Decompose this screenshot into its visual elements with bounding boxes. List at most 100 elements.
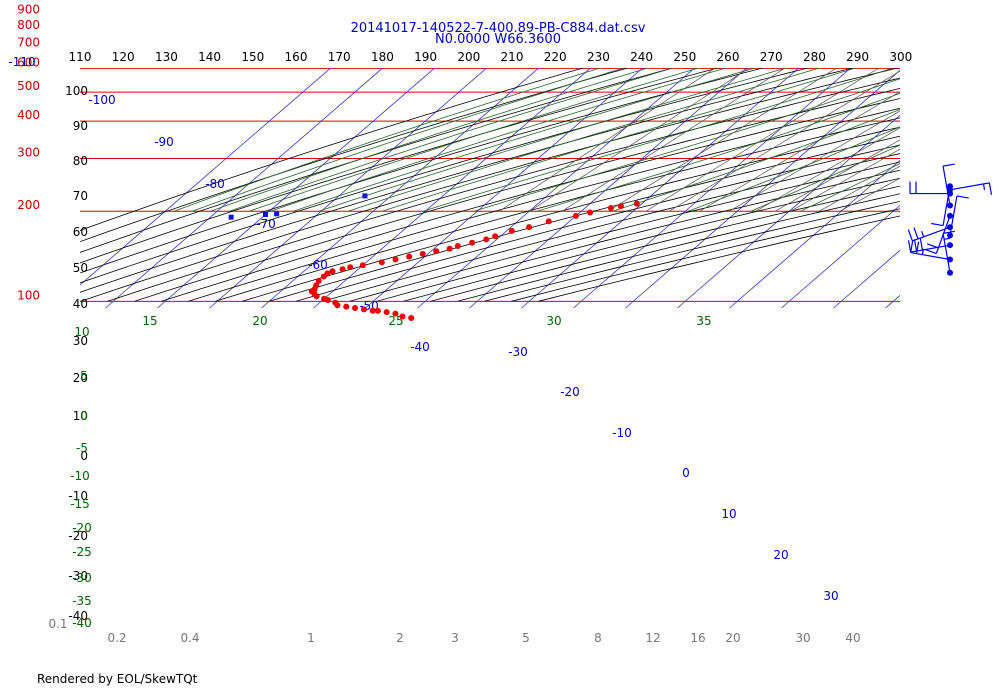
temperature-point xyxy=(399,313,406,320)
moist-adiabat-line xyxy=(422,68,895,212)
temperature-point xyxy=(572,212,579,219)
moist-adiabat-line xyxy=(173,68,602,212)
temperature-point xyxy=(545,218,552,225)
moist-adiabat-line xyxy=(381,68,857,212)
temperature-point xyxy=(433,248,440,255)
mixing-ratio-line xyxy=(755,127,900,212)
temperature-point xyxy=(406,253,413,260)
isotherm-label: 30 xyxy=(823,589,838,603)
pressure-label: 100 xyxy=(17,288,40,302)
wind-barb-flag xyxy=(924,248,937,255)
top-temperature-label: 200 xyxy=(457,50,480,64)
theta-label: 70 xyxy=(73,189,88,203)
isotherm-label: 10 xyxy=(721,507,736,521)
isotherm-line xyxy=(417,68,696,309)
axis-labels: 1002003004005006007008009001000110120130… xyxy=(8,0,912,645)
mixing-ratio-label: 3 xyxy=(451,631,459,645)
mixing-ratio-label: 0.2 xyxy=(107,631,126,645)
wind-barb-staff xyxy=(942,233,951,273)
mixing-ratio-line xyxy=(645,68,880,212)
wind-barb-flag xyxy=(919,238,924,251)
wind-barb-flag xyxy=(910,240,914,253)
temperature-point xyxy=(408,314,415,321)
theta-label: -40 xyxy=(68,609,88,623)
isotherm-line xyxy=(469,68,748,309)
top-temperature-label: 280 xyxy=(803,50,826,64)
temperature-point xyxy=(483,236,490,243)
theta-label: -10 xyxy=(68,489,88,503)
theta-label: 20 xyxy=(73,371,88,385)
temperature-point xyxy=(352,304,359,311)
isotherm-line xyxy=(781,204,900,309)
moist-adiabat-label: 20 xyxy=(252,314,267,328)
top-temperature-label: 220 xyxy=(544,50,567,64)
top-temperature-label: 250 xyxy=(673,50,696,64)
moist-adiabat-label: 10 xyxy=(74,325,89,339)
temperature-point xyxy=(392,310,399,317)
mixing-ratio-line xyxy=(561,68,786,212)
moist-adiabat-line xyxy=(293,68,757,212)
theta-label: 40 xyxy=(73,297,88,311)
temperature-point xyxy=(320,273,327,280)
mixing-ratio-line xyxy=(699,91,900,212)
temperature-point xyxy=(315,277,322,284)
dry-adiabat-line xyxy=(107,77,900,302)
mixing-ratio-line xyxy=(529,68,750,212)
moist-adiabat-label: 30 xyxy=(546,314,561,328)
temperature-point xyxy=(339,266,346,273)
theta-label: 0 xyxy=(80,449,88,463)
top-temperature-label: 180 xyxy=(371,50,394,64)
isotherm-line xyxy=(729,159,900,309)
top-temperature-label: 150 xyxy=(241,50,264,64)
temperature-point xyxy=(587,209,594,216)
mixing-ratio-line xyxy=(819,165,900,212)
mixing-ratio-line xyxy=(608,68,838,212)
mixing-ratio-label: 0.1 xyxy=(48,617,67,631)
pressure-label: 600 xyxy=(17,55,40,69)
temperature-point xyxy=(607,205,614,212)
dry-adiabat-line xyxy=(484,200,900,302)
wind-barb-flag xyxy=(982,183,986,190)
dry-adiabat-line xyxy=(80,68,900,302)
temperature-point xyxy=(617,203,624,210)
moist-adiabat-line xyxy=(536,92,900,212)
moist-adiabat-label: -40 xyxy=(72,616,92,630)
isotherm-line xyxy=(80,68,332,286)
top-temperature-label: 110 xyxy=(69,50,92,64)
dewpoint-point xyxy=(362,193,368,199)
top-temperature-label: 120 xyxy=(112,50,135,64)
temperature-point xyxy=(329,268,336,275)
isotherm-label: -80 xyxy=(205,177,225,191)
isotherm-line xyxy=(885,294,900,309)
temperature-point xyxy=(526,224,533,231)
dry-adiabat-line xyxy=(80,68,720,264)
wind-barb-staff xyxy=(912,226,951,242)
isotherm-label: 0 xyxy=(682,466,690,480)
dry-adiabat-line xyxy=(188,107,900,302)
grid-lines xyxy=(80,68,900,309)
temperature-point xyxy=(343,303,350,310)
temperature-point xyxy=(378,259,385,266)
isotherm-line xyxy=(625,69,900,309)
pressure-label: 900 xyxy=(17,3,40,17)
chart-title: 20141017-140522-7-400.89-PB-C884.dat.csv xyxy=(351,21,646,36)
wind-barb-flag xyxy=(988,182,993,195)
mixing-ratio-label: 8 xyxy=(594,631,602,645)
temperature-point xyxy=(383,309,390,316)
dry-adiabat-line xyxy=(80,68,810,284)
wind-barb-flag xyxy=(943,237,951,240)
temperature-point xyxy=(508,227,515,234)
corner-label: -110 xyxy=(8,55,35,69)
dry-adiabat-line xyxy=(134,88,900,302)
footer-credit: Rendered by EOL/SkewTQt xyxy=(37,672,198,686)
moist-adiabat-line xyxy=(229,68,675,212)
mixing-ratio-line xyxy=(668,70,900,212)
dry-adiabat-line xyxy=(80,68,585,231)
mixing-ratio-line xyxy=(790,148,900,212)
temperature-point xyxy=(360,306,367,313)
top-temperature-label: 140 xyxy=(198,50,221,64)
mixing-ratio-label: 30 xyxy=(795,631,810,645)
wind-barb-flag xyxy=(907,240,912,253)
moist-adiabat-label: 15 xyxy=(142,314,157,328)
